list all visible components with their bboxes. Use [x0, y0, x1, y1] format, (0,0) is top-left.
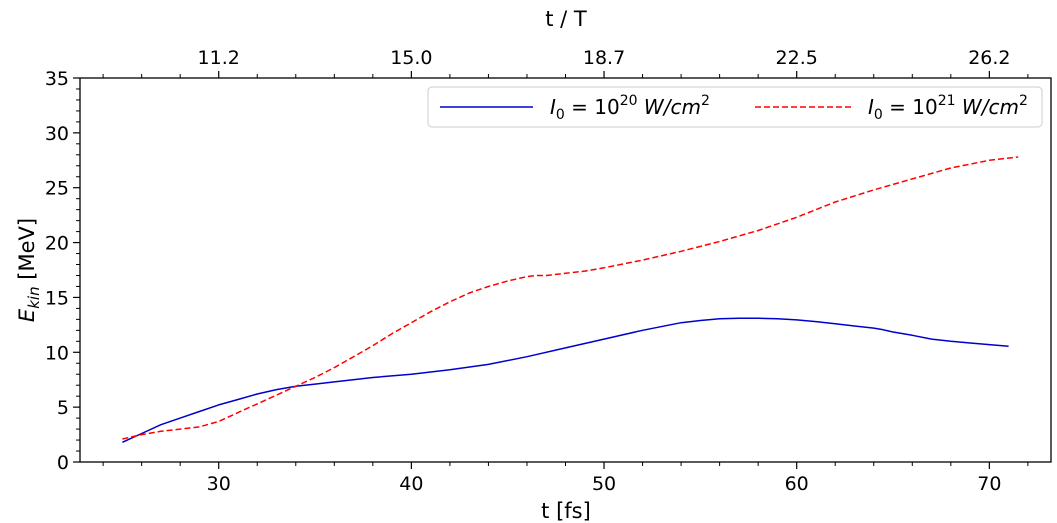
x-tick-label: 40 — [399, 473, 423, 495]
series-layer — [122, 156, 1019, 443]
y-axis-title-unit: [MeV] — [15, 218, 39, 286]
y-tick-label: 25 — [45, 178, 69, 200]
legend-label-series-1: I0 = 1020 W/cm2 — [550, 93, 710, 123]
x-tick-label: 50 — [592, 473, 616, 495]
y-tick-label: 0 — [57, 452, 69, 474]
series-line-2 — [122, 156, 1019, 440]
top-tick-label: 18.7 — [583, 47, 625, 69]
x-tick-label: 70 — [977, 473, 1001, 495]
top-tick-label: 15.0 — [390, 47, 432, 69]
top-tick-label: 26.2 — [968, 47, 1010, 69]
y-tick-label: 10 — [45, 342, 69, 364]
ticks-layer: 30 40 50 60 70 11.2 15.0 18.7 22.5 26.2 0 5 10 15 20 25… — [45, 47, 1029, 495]
legend: I0 = 1020 W/cm2 I0 = 1021 W/cm2 — [427, 86, 1043, 128]
top-x-axis-title: t / T — [545, 7, 587, 31]
y-axis-title-sub: kin — [25, 286, 43, 308]
series-line-1 — [122, 317, 1009, 443]
y-tick-label: 20 — [45, 233, 69, 255]
y-tick-label: 30 — [45, 123, 69, 145]
x-tick-label: 30 — [207, 473, 231, 495]
y-tick-label: 35 — [45, 68, 69, 90]
legend-label-series-2: I0 = 1021 W/cm2 — [868, 93, 1028, 123]
top-tick-label: 22.5 — [776, 47, 818, 69]
x-tick-label: 60 — [785, 473, 809, 495]
y-axis-title: Ekin [MeV] — [15, 218, 43, 322]
y-tick-label: 15 — [45, 287, 69, 309]
plot-frame — [79, 77, 1052, 463]
y-axis-title-main: E — [15, 308, 39, 322]
x-axis-title: t [fs] — [541, 499, 591, 523]
legend-box — [427, 86, 1043, 128]
top-tick-label: 11.2 — [198, 47, 240, 69]
y-tick-label: 5 — [57, 397, 69, 419]
